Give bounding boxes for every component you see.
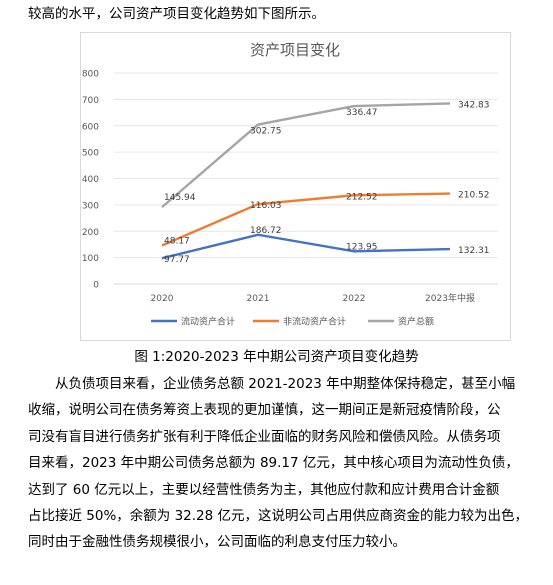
y-tick-label: 600 <box>82 122 99 132</box>
data-label: 132.31 <box>458 246 490 256</box>
paragraph-line: 收缩，说明公司在债务筹资上表现的更加谨慎，这一期间正是新冠疫情阶段，公 <box>28 402 501 419</box>
data-label: 97.77 <box>164 255 190 265</box>
y-tick-label: 800 <box>82 70 99 80</box>
paragraph-line: 达到了 60 亿元以上，主要以经营性债务为主，其他应付款和应计费用合计金额 <box>28 481 500 498</box>
data-label: 123.95 <box>346 242 378 252</box>
legend-label: 流动资产合计 <box>181 316 235 328</box>
data-label: 212.52 <box>346 192 378 202</box>
body-paragraph: 从负债项目来看，企业债务总额 2021-2023 年中期整体保持稳定，甚至小幅 … <box>28 371 528 556</box>
paragraph-line: 占比接近 50%，余额为 32.28 亿元，这说明公司占用供应商资金的能力较为出… <box>28 508 529 525</box>
y-tick-label: 100 <box>82 254 99 264</box>
data-label: 48.17 <box>164 237 190 247</box>
paragraph-line: 司没有盲目进行债务扩张有利于降低企业面临的财务风险和偿债风险。从债务项 <box>28 428 501 445</box>
y-tick-label: 700 <box>82 96 99 106</box>
chart-title: 资产项目变化 <box>250 41 340 59</box>
asset-change-chart: 资产项目变化 0 100 200 300 400 500 600 700 800 2020 2021 2… <box>80 32 511 341</box>
data-label: 336.47 <box>346 108 378 118</box>
y-tick-label: 400 <box>82 175 99 185</box>
paragraph-line: 同时由于金融性债务规模很小，公司面临的利息支付压力较小。 <box>28 534 406 551</box>
y-tick-label: 0 <box>93 281 99 291</box>
y-tick-label: 200 <box>82 228 99 238</box>
y-tick-label: 300 <box>82 201 99 211</box>
x-tick-label: 2022 <box>343 294 366 304</box>
legend-label: 资产总额 <box>398 316 434 328</box>
x-tick-label: 2021 <box>247 294 270 304</box>
data-label: 342.83 <box>458 100 490 110</box>
series-line <box>161 192 451 247</box>
series-line <box>161 233 451 260</box>
series-line <box>161 102 451 209</box>
y-tick-label: 500 <box>82 149 99 159</box>
data-label: 145.94 <box>164 193 196 203</box>
chart-svg: 资产项目变化 0 100 200 300 400 500 600 700 800 2020 2021 2… <box>82 41 498 328</box>
paragraph-line: 目来看，2023 年中期公司债务总额为 89.17 亿元，其中核心项目为流动性负… <box>28 455 519 472</box>
legend-label: 非流动资产合计 <box>283 316 346 328</box>
figure-caption: 图 1:2020-2023 年中期公司资产项目变化趋势 <box>134 349 419 365</box>
data-label: 210.52 <box>458 191 490 201</box>
x-tick-label: 2020 <box>151 294 174 304</box>
intro-text: 较高的水平，公司资产项目变化趋势如下图所示。 <box>28 6 325 22</box>
x-tick-label: 2023年中报 <box>425 292 475 304</box>
data-label: 186.72 <box>250 226 282 236</box>
data-label: 116.03 <box>250 201 282 211</box>
data-label: 302.75 <box>250 127 282 137</box>
paragraph-line: 从负债项目来看，企业债务总额 2021-2023 年中期整体保持稳定，甚至小幅 <box>55 376 516 392</box>
